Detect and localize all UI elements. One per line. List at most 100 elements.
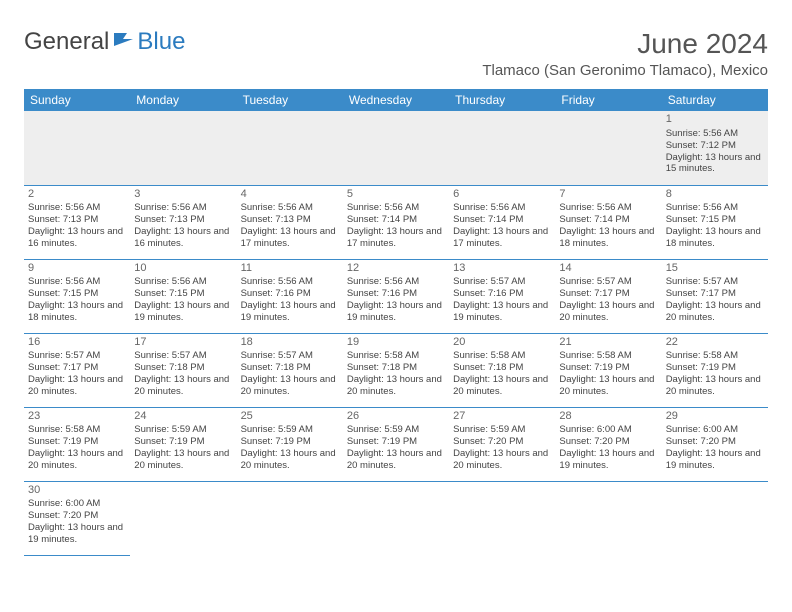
calendar-cell <box>343 111 449 185</box>
calendar-cell <box>662 481 768 555</box>
calendar-row: 1Sunrise: 5:56 AMSunset: 7:12 PMDaylight… <box>24 111 768 185</box>
sunset-text: Sunset: 7:20 PM <box>28 510 126 522</box>
day-number: 11 <box>241 262 339 276</box>
sunrise-text: Sunrise: 5:57 AM <box>453 276 551 288</box>
sunrise-text: Sunrise: 5:59 AM <box>241 424 339 436</box>
sunset-text: Sunset: 7:19 PM <box>134 436 232 448</box>
calendar-header-row: Sunday Monday Tuesday Wednesday Thursday… <box>24 89 768 111</box>
calendar-cell: 17Sunrise: 5:57 AMSunset: 7:18 PMDayligh… <box>130 333 236 407</box>
calendar-cell: 6Sunrise: 5:56 AMSunset: 7:14 PMDaylight… <box>449 185 555 259</box>
sunrise-text: Sunrise: 5:57 AM <box>666 276 764 288</box>
col-monday: Monday <box>130 89 236 111</box>
day-number: 3 <box>134 188 232 202</box>
daylight-text: Daylight: 13 hours and 17 minutes. <box>453 226 551 250</box>
day-number: 29 <box>666 410 764 424</box>
sunrise-text: Sunrise: 5:56 AM <box>559 202 657 214</box>
calendar-cell: 24Sunrise: 5:59 AMSunset: 7:19 PMDayligh… <box>130 407 236 481</box>
sunset-text: Sunset: 7:19 PM <box>559 362 657 374</box>
day-number: 1 <box>666 113 764 127</box>
calendar-cell <box>555 481 661 555</box>
col-thursday: Thursday <box>449 89 555 111</box>
day-number: 10 <box>134 262 232 276</box>
calendar-cell <box>130 481 236 555</box>
day-number: 2 <box>28 188 126 202</box>
calendar-cell: 1Sunrise: 5:56 AMSunset: 7:12 PMDaylight… <box>662 111 768 185</box>
day-number: 13 <box>453 262 551 276</box>
logo-flag-icon <box>113 32 135 53</box>
daylight-text: Daylight: 13 hours and 18 minutes. <box>666 226 764 250</box>
day-number: 26 <box>347 410 445 424</box>
calendar-cell: 18Sunrise: 5:57 AMSunset: 7:18 PMDayligh… <box>237 333 343 407</box>
daylight-text: Daylight: 13 hours and 19 minutes. <box>241 300 339 324</box>
calendar-cell: 5Sunrise: 5:56 AMSunset: 7:14 PMDaylight… <box>343 185 449 259</box>
daylight-text: Daylight: 13 hours and 19 minutes. <box>28 522 126 546</box>
calendar-cell <box>449 481 555 555</box>
sunrise-text: Sunrise: 5:56 AM <box>241 202 339 214</box>
sunset-text: Sunset: 7:13 PM <box>241 214 339 226</box>
calendar-row: 2Sunrise: 5:56 AMSunset: 7:13 PMDaylight… <box>24 185 768 259</box>
sunrise-text: Sunrise: 5:58 AM <box>559 350 657 362</box>
calendar-row: 9Sunrise: 5:56 AMSunset: 7:15 PMDaylight… <box>24 259 768 333</box>
title-block: June 2024 Tlamaco (San Geronimo Tlamaco)… <box>482 28 768 79</box>
col-tuesday: Tuesday <box>237 89 343 111</box>
calendar-cell: 4Sunrise: 5:56 AMSunset: 7:13 PMDaylight… <box>237 185 343 259</box>
daylight-text: Daylight: 13 hours and 19 minutes. <box>666 448 764 472</box>
sunset-text: Sunset: 7:19 PM <box>241 436 339 448</box>
daylight-text: Daylight: 13 hours and 17 minutes. <box>347 226 445 250</box>
daylight-text: Daylight: 13 hours and 20 minutes. <box>453 448 551 472</box>
sunrise-text: Sunrise: 5:57 AM <box>28 350 126 362</box>
daylight-text: Daylight: 13 hours and 19 minutes. <box>559 448 657 472</box>
sunset-text: Sunset: 7:18 PM <box>241 362 339 374</box>
calendar-cell: 7Sunrise: 5:56 AMSunset: 7:14 PMDaylight… <box>555 185 661 259</box>
col-friday: Friday <box>555 89 661 111</box>
sunrise-text: Sunrise: 5:56 AM <box>453 202 551 214</box>
sunrise-text: Sunrise: 5:56 AM <box>134 276 232 288</box>
sunrise-text: Sunrise: 5:56 AM <box>28 202 126 214</box>
sunset-text: Sunset: 7:17 PM <box>666 288 764 300</box>
day-number: 14 <box>559 262 657 276</box>
sunrise-text: Sunrise: 5:56 AM <box>666 128 764 140</box>
calendar-cell <box>24 111 130 185</box>
sunrise-text: Sunrise: 5:56 AM <box>347 202 445 214</box>
sunset-text: Sunset: 7:19 PM <box>347 436 445 448</box>
daylight-text: Daylight: 13 hours and 20 minutes. <box>666 374 764 398</box>
logo-text-1: General <box>24 28 109 56</box>
calendar-cell <box>130 111 236 185</box>
logo: General Blue <box>24 28 185 56</box>
sunrise-text: Sunrise: 5:56 AM <box>666 202 764 214</box>
sunrise-text: Sunrise: 6:00 AM <box>559 424 657 436</box>
sunset-text: Sunset: 7:12 PM <box>666 140 764 152</box>
daylight-text: Daylight: 13 hours and 19 minutes. <box>347 300 445 324</box>
day-number: 21 <box>559 336 657 350</box>
calendar-cell: 15Sunrise: 5:57 AMSunset: 7:17 PMDayligh… <box>662 259 768 333</box>
sunrise-text: Sunrise: 5:58 AM <box>666 350 764 362</box>
logo-text-2: Blue <box>137 28 185 56</box>
sunrise-text: Sunrise: 5:59 AM <box>453 424 551 436</box>
daylight-text: Daylight: 13 hours and 17 minutes. <box>241 226 339 250</box>
calendar-cell: 27Sunrise: 5:59 AMSunset: 7:20 PMDayligh… <box>449 407 555 481</box>
calendar-cell <box>237 481 343 555</box>
calendar-cell: 8Sunrise: 5:56 AMSunset: 7:15 PMDaylight… <box>662 185 768 259</box>
sunset-text: Sunset: 7:14 PM <box>347 214 445 226</box>
day-number: 6 <box>453 188 551 202</box>
daylight-text: Daylight: 13 hours and 20 minutes. <box>666 300 764 324</box>
calendar-cell: 19Sunrise: 5:58 AMSunset: 7:18 PMDayligh… <box>343 333 449 407</box>
calendar-cell: 26Sunrise: 5:59 AMSunset: 7:19 PMDayligh… <box>343 407 449 481</box>
daylight-text: Daylight: 13 hours and 18 minutes. <box>559 226 657 250</box>
sunrise-text: Sunrise: 5:59 AM <box>134 424 232 436</box>
calendar-cell: 14Sunrise: 5:57 AMSunset: 7:17 PMDayligh… <box>555 259 661 333</box>
sunset-text: Sunset: 7:20 PM <box>453 436 551 448</box>
calendar-body: 1Sunrise: 5:56 AMSunset: 7:12 PMDaylight… <box>24 111 768 555</box>
sunrise-text: Sunrise: 5:56 AM <box>134 202 232 214</box>
day-number: 7 <box>559 188 657 202</box>
sunrise-text: Sunrise: 5:58 AM <box>347 350 445 362</box>
sunset-text: Sunset: 7:16 PM <box>347 288 445 300</box>
day-number: 20 <box>453 336 551 350</box>
daylight-text: Daylight: 13 hours and 20 minutes. <box>28 448 126 472</box>
sunset-text: Sunset: 7:13 PM <box>28 214 126 226</box>
col-saturday: Saturday <box>662 89 768 111</box>
calendar-cell: 3Sunrise: 5:56 AMSunset: 7:13 PMDaylight… <box>130 185 236 259</box>
sunset-text: Sunset: 7:19 PM <box>28 436 126 448</box>
sunrise-text: Sunrise: 5:58 AM <box>28 424 126 436</box>
sunset-text: Sunset: 7:17 PM <box>559 288 657 300</box>
